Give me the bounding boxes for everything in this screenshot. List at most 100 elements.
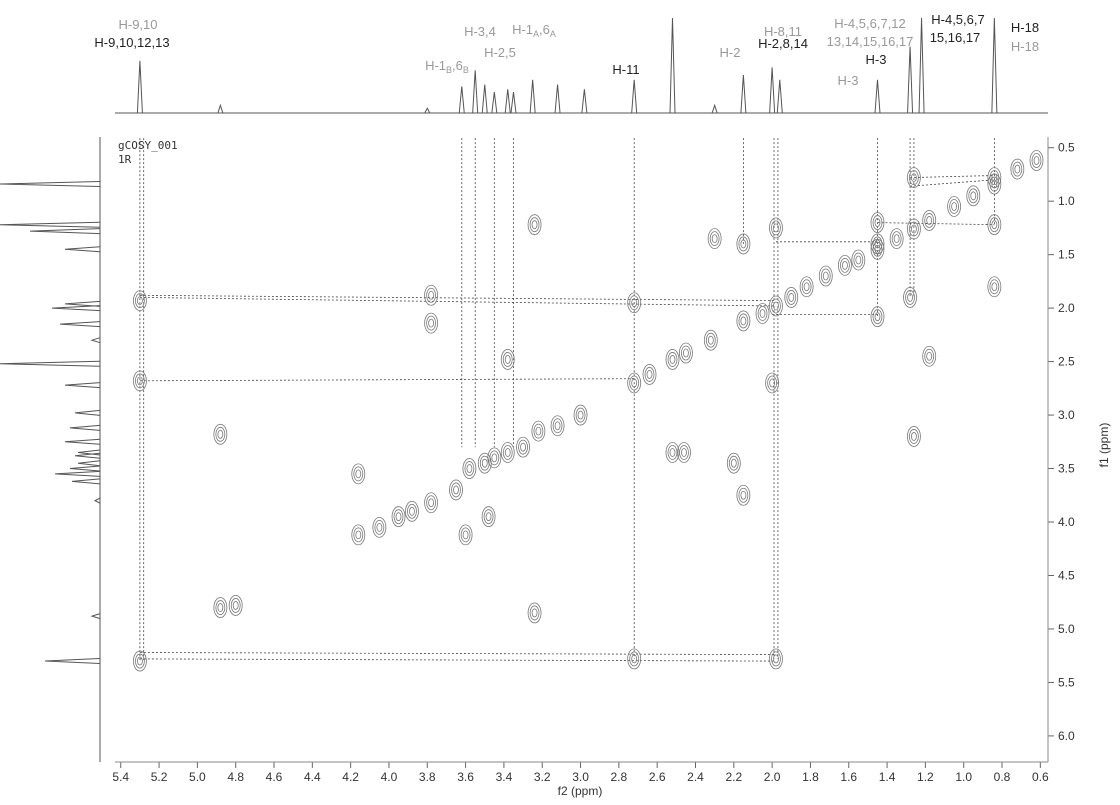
top-projection-peak <box>481 84 488 114</box>
peak-annotation: H-3 <box>866 52 887 67</box>
cross-peak <box>527 602 542 624</box>
x-tick-label: 3.0 <box>572 770 589 784</box>
x-tick-label: 5.2 <box>151 770 168 784</box>
annotation-text: H-11 <box>612 62 639 77</box>
x-tick-label: 4.8 <box>227 770 244 784</box>
cross-peak <box>500 349 515 370</box>
peak-annotation: H-3 <box>838 73 859 88</box>
top-projection-peak <box>740 74 747 114</box>
correlation-guide <box>139 294 777 301</box>
cross-peak <box>987 276 1002 298</box>
annotation-text: ,6 <box>539 22 550 37</box>
cross-peak <box>372 516 387 538</box>
x-tick-label: 2.6 <box>649 770 666 784</box>
cross-peak <box>703 329 718 351</box>
top-projection-peak <box>907 46 914 114</box>
peak-annotation: H-9,10,12,13 <box>94 35 169 50</box>
left-projection-peak <box>64 246 101 253</box>
left-projection-peak <box>77 460 101 467</box>
cross-peak <box>531 420 546 442</box>
annotation-text: H-9,10,12,13 <box>94 35 169 50</box>
top-projection-peak <box>217 103 224 114</box>
annotation-text: H-2,8,14 <box>758 36 808 51</box>
cross-peak <box>755 303 770 324</box>
left-projection-peak <box>71 478 101 485</box>
annotation-text: H-4,5,6,7,12 <box>834 16 906 31</box>
left-projection-peak <box>64 382 101 389</box>
peak-annotation: H-3,4 <box>464 24 496 39</box>
annotation-text: H-18 <box>1011 39 1039 54</box>
peak-annotation: H-2,5 <box>484 45 516 60</box>
left-projection-peak <box>69 465 101 472</box>
cross-peak <box>481 506 496 528</box>
annotation-text: 13,14,15,16,17 <box>827 34 914 49</box>
x-tick-label: 5.4 <box>112 770 129 784</box>
cross-peak <box>228 595 243 616</box>
cross-peak <box>769 217 783 239</box>
y-tick-label: 4.0 <box>1058 515 1075 529</box>
cross-peak <box>351 524 366 546</box>
correlation-guide <box>139 652 777 655</box>
annotation-text: H-8,11 <box>764 24 802 39</box>
left-projection-peak <box>64 300 101 307</box>
cross-peak <box>458 524 473 546</box>
top-projection-peak <box>918 17 925 114</box>
left-projection-peak <box>90 613 101 620</box>
correlation-guide <box>877 222 995 226</box>
left-projection-peak <box>54 470 101 477</box>
peak-annotation: H-1B,6B <box>425 58 469 75</box>
y-tick-label: 3.5 <box>1058 462 1075 476</box>
left-projection-peak <box>69 424 101 431</box>
cross-peak <box>906 167 921 189</box>
annotation-text: H-18 <box>1011 20 1039 35</box>
cross-peak <box>784 287 799 308</box>
top-projection-peak <box>769 67 776 114</box>
cross-peak <box>665 442 680 463</box>
annotation-text: H-4,5,6,7 <box>931 12 984 27</box>
top-projection-peak <box>669 17 676 114</box>
x-tick-label: 2.4 <box>687 770 704 784</box>
top-projection-peak <box>529 79 536 114</box>
cross-peak <box>516 436 530 458</box>
correlation-guide <box>910 175 995 178</box>
x-tick-label: 0.8 <box>994 770 1011 784</box>
cross-peak <box>573 404 588 426</box>
top-projection-peak <box>711 103 718 114</box>
x-tick-label: 1.4 <box>879 770 896 784</box>
cross-peak <box>947 196 962 217</box>
x-tick-label: 4.6 <box>266 770 283 784</box>
cross-peak <box>799 276 814 298</box>
cross-peak <box>707 228 722 249</box>
cross-peak <box>642 364 657 385</box>
peak-annotation: H-18 <box>1011 20 1039 35</box>
peak-annotation: H-4,5,6,7 <box>931 12 984 27</box>
experiment-name: gCOSY_001 <box>118 139 178 152</box>
top-projection-peak <box>510 92 517 114</box>
annotation-text: H-1 <box>512 22 533 37</box>
correlation-guide <box>139 297 777 307</box>
x-tick-label: 2.8 <box>611 770 628 784</box>
y-tick-label: 6.0 <box>1058 729 1075 743</box>
left-projection-peak <box>29 228 101 235</box>
x-tick-label: 4.0 <box>381 770 398 784</box>
cross-peak <box>213 423 228 445</box>
guides <box>139 138 995 662</box>
x-tick-label: 2.2 <box>725 770 742 784</box>
annotation-text: H-3 <box>838 73 859 88</box>
peak-annotation: H-11 <box>612 62 639 77</box>
x-tick-label: 3.4 <box>496 770 513 784</box>
top-projection-peak <box>581 89 588 114</box>
top-projection-peak <box>776 79 783 114</box>
cross-peak <box>477 452 492 474</box>
cross-peak <box>500 442 515 463</box>
y-tick-label: 1.0 <box>1058 194 1075 208</box>
cross-peak <box>736 233 751 255</box>
cross-peak <box>213 597 228 618</box>
y-tick-label: 5.5 <box>1058 675 1075 689</box>
cross-peak <box>889 228 904 249</box>
annotation-subscript: A <box>533 29 539 39</box>
left-projection-peak <box>0 221 101 228</box>
experiment-subtitle: 1R <box>118 153 132 166</box>
annotation-subscript: B <box>463 65 469 75</box>
peak-annotation: H-18 <box>1011 39 1039 54</box>
